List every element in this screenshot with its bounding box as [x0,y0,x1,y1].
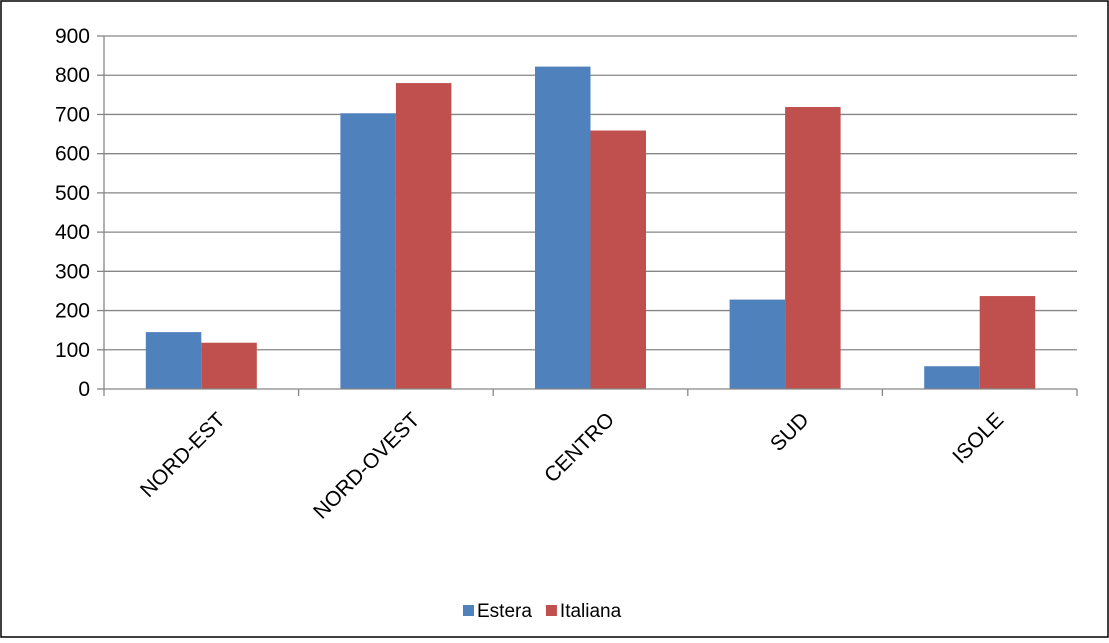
bar-estera-centro [535,66,591,390]
legend-label-estera: Estera [477,601,532,622]
y-tick-label: 900 [55,25,90,48]
y-tick-label: 500 [55,182,90,205]
y-tick-label: 700 [55,103,90,126]
y-tick-label: 400 [55,221,90,244]
bar-estera-sud [729,299,786,389]
legend-label-italiana: Italiana [560,601,622,622]
bar-estera-nord-ovest [340,113,396,390]
y-tick-label: 300 [55,260,90,283]
bar-italiana-centro [590,130,646,389]
y-tick-labels: 0 100 200 300 400 500 600 700 800 900 [55,25,90,401]
bar-italiana-isole [979,296,1036,389]
bar-estera-isole [924,366,980,389]
legend: Estera Italiana [463,601,622,622]
bar-italiana-nord-ovest [395,83,452,390]
axes [97,35,1078,396]
legend-swatch-italiana [545,605,557,616]
y-tick-label: 600 [55,143,90,166]
legend-swatch-estera [463,605,474,616]
y-tick-label: 100 [55,339,90,362]
bar-italiana-sud [785,106,841,390]
y-tick-label: 0 [78,378,90,401]
bar-estera-nord-est [145,332,202,389]
bars [145,66,1036,390]
y-tick-label: 200 [55,300,90,323]
bar-italiana-nord-est [201,342,257,389]
y-tick-label: 800 [55,64,90,87]
